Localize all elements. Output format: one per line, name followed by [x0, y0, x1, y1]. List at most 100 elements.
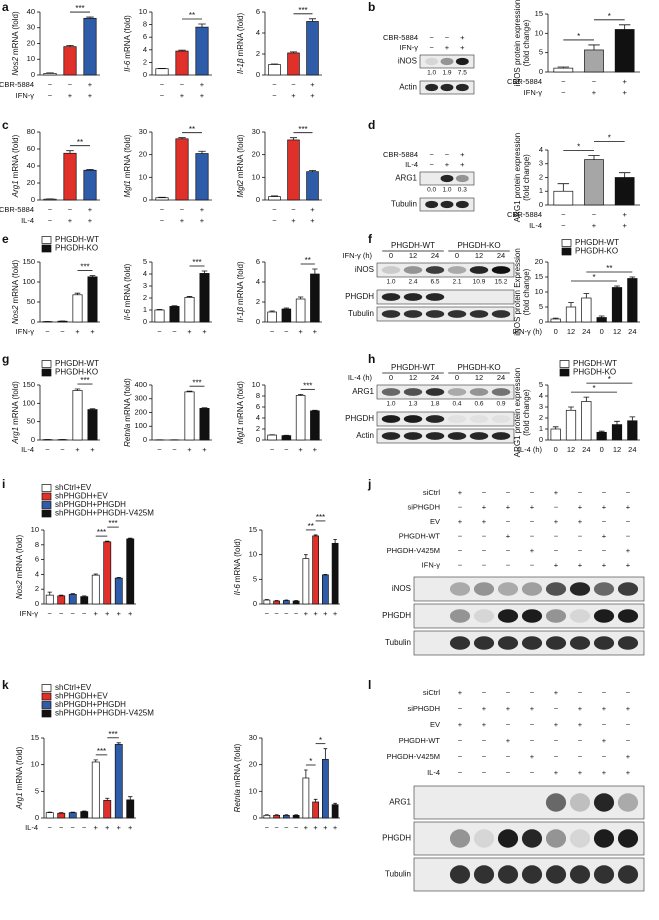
- blot-band: [449, 636, 471, 650]
- blot-band: [455, 174, 469, 183]
- blot-condition-sign: −: [626, 488, 631, 497]
- condition-sign: +: [88, 205, 93, 214]
- blot-condition-sign: +: [554, 488, 559, 497]
- y-axis-label-text: mRNA (fold): [236, 134, 245, 178]
- legend-swatch: [561, 247, 572, 256]
- blot-condition-sign: −: [506, 517, 511, 526]
- blot-band: [593, 865, 615, 884]
- y-tick-label: 10: [252, 172, 260, 181]
- error-bar: [308, 170, 317, 172]
- legend-label: shPHGDH+EV: [55, 492, 108, 501]
- sig-label: *: [309, 757, 312, 766]
- error-bar: [289, 51, 298, 53]
- blot-band: [545, 829, 567, 848]
- y-tick-label: 30: [252, 127, 260, 136]
- sig-label: *: [592, 384, 595, 393]
- blot-band-label: iNOS: [398, 57, 417, 66]
- y-tick-label: 0: [256, 195, 260, 204]
- bar: [331, 804, 339, 819]
- y-tick-label: 10: [31, 525, 39, 534]
- y-tick-label: 20: [139, 150, 147, 159]
- bar: [292, 814, 300, 819]
- blot-condition-sign: −: [554, 704, 559, 713]
- sig-label: **: [606, 264, 612, 273]
- blot-quantity: 0.9: [496, 401, 505, 408]
- condition-sign: −: [157, 445, 162, 454]
- bar: [80, 811, 89, 819]
- legend-swatch: [41, 692, 52, 701]
- blot-condition-sign: −: [458, 502, 463, 511]
- condition-sign: +: [202, 327, 207, 336]
- bar: [126, 538, 135, 605]
- sig-label: ***: [97, 528, 106, 537]
- legend-swatch: [41, 368, 52, 377]
- y-axis-label-text: mRNA (fold): [123, 263, 132, 307]
- legend-label: PHGDH-WT: [55, 359, 99, 368]
- condition-sign: +: [622, 221, 627, 230]
- blot-condition-sign: +: [554, 560, 559, 569]
- blot-condition-sign: +: [458, 517, 463, 526]
- condition-sign: +: [592, 88, 597, 97]
- condition-sign: +: [180, 216, 185, 225]
- blot-band-label: iNOS: [392, 584, 411, 593]
- blot-condition-sign: −: [482, 531, 487, 540]
- condition-sign: +: [313, 445, 318, 454]
- error-bar: [82, 810, 87, 812]
- condition-sign: −: [270, 445, 275, 454]
- blot-band: [425, 83, 439, 92]
- bar: [114, 744, 123, 819]
- y-axis-label: Retnla mRNA (fold): [233, 743, 242, 812]
- bar: [553, 67, 574, 73]
- error-bar: [304, 554, 308, 559]
- panel-label: g: [2, 352, 9, 366]
- bar: [43, 73, 57, 76]
- condition-sign: 0: [600, 445, 604, 454]
- condition-sign: +: [105, 609, 110, 618]
- y-tick-label: 100: [22, 277, 35, 286]
- error-bar: [333, 538, 337, 544]
- blot-band: [473, 829, 495, 848]
- y-tick-label: 10: [252, 380, 260, 389]
- y-tick-label: 3: [143, 281, 147, 290]
- sig-label: ***: [192, 258, 201, 267]
- blot-condition-sign: +: [482, 502, 487, 511]
- error-bar: [557, 66, 570, 69]
- blot-quantity: 1.9: [442, 70, 451, 77]
- panel-label: h: [368, 352, 375, 366]
- condition-sign: −: [68, 80, 73, 89]
- condition-label: CBR-5884: [507, 210, 542, 219]
- error-bar: [70, 811, 75, 813]
- blot-condition-label: PHGDH-V425M: [387, 752, 440, 761]
- legend-label: PHGDH-KO: [573, 368, 616, 377]
- blot-condition-sign: −: [578, 736, 583, 745]
- blot-condition-sign: +: [578, 704, 583, 713]
- y-tick-label: 5: [35, 786, 39, 795]
- condition-label: IFN-γ: [524, 88, 543, 97]
- bar: [87, 276, 98, 323]
- bar: [57, 812, 66, 819]
- bar: [72, 390, 83, 441]
- blot-condition-sign: −: [482, 546, 487, 555]
- y-tick-label: 2: [35, 584, 39, 593]
- blot-band: [497, 609, 519, 623]
- condition-sign: −: [48, 205, 53, 214]
- blot-band: [491, 310, 511, 318]
- sig-label: ***: [298, 6, 307, 15]
- blot-condition-sign: −: [578, 546, 583, 555]
- bar: [295, 298, 306, 323]
- error-bar: [557, 183, 570, 192]
- bar: [72, 294, 83, 323]
- blot-condition-sign: −: [554, 736, 559, 745]
- y-tick-label: 400: [134, 380, 147, 389]
- y-axis-label: Arg1 mRNA (fold): [11, 381, 20, 445]
- condition-sign: +: [187, 327, 192, 336]
- bar: [103, 800, 112, 819]
- y-tick-label: 60: [27, 144, 35, 153]
- condition-sign: −: [272, 80, 277, 89]
- y-axis-gene: Arg1: [11, 427, 20, 445]
- bar: [45, 812, 54, 819]
- blot-band: [545, 582, 567, 596]
- blot-condition-sign: +: [460, 43, 465, 52]
- bar: [310, 273, 320, 323]
